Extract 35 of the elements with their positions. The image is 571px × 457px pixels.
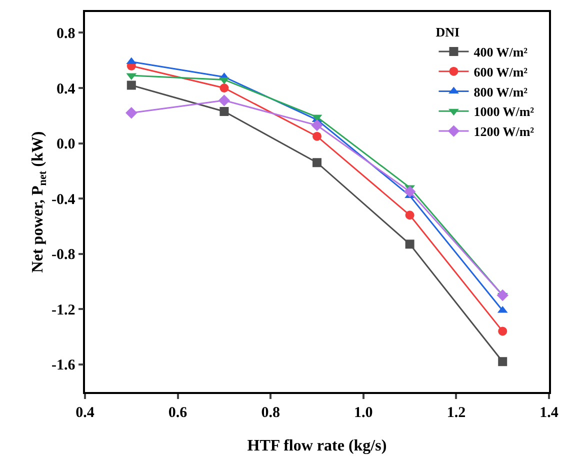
point bbox=[220, 84, 229, 92]
x-tick-label: 1.4 bbox=[540, 404, 559, 421]
x-axis-title: HTF flow rate (kg/s) bbox=[247, 438, 387, 454]
y-tick-label: -0.4 bbox=[52, 192, 76, 208]
point bbox=[126, 80, 136, 90]
point bbox=[405, 210, 414, 220]
x-tick-label: 0.6 bbox=[168, 404, 188, 421]
y-tick-label: 0.0 bbox=[56, 136, 76, 153]
point bbox=[219, 77, 230, 84]
legend-label: 400 W/m² bbox=[474, 44, 528, 60]
point bbox=[312, 158, 322, 168]
point bbox=[218, 94, 230, 106]
y-tick-label: -1.6 bbox=[52, 358, 76, 374]
point bbox=[498, 326, 508, 336]
x-tick-label: 1.0 bbox=[354, 404, 373, 421]
point bbox=[498, 357, 508, 366]
x-tick-label: 0.8 bbox=[261, 404, 280, 421]
x-tick-label: 1.2 bbox=[446, 404, 466, 421]
y-tick-label: -0.8 bbox=[52, 247, 76, 264]
legend-label: 1200 W/m² bbox=[474, 124, 534, 140]
x-tick-label: 0.4 bbox=[76, 404, 95, 421]
point bbox=[405, 240, 414, 249]
legend-title: DNI bbox=[436, 24, 460, 40]
point bbox=[404, 186, 416, 198]
y-tick-label: -1.2 bbox=[52, 302, 76, 318]
y-tick-label: 0.4 bbox=[56, 81, 76, 98]
point bbox=[220, 106, 229, 116]
point bbox=[126, 107, 138, 119]
legend-label: 1000 W/m² bbox=[474, 104, 534, 120]
legend-label: 600 W/m² bbox=[474, 64, 528, 80]
point bbox=[496, 289, 508, 302]
legend-label: 800 W/m² bbox=[474, 84, 528, 100]
y-tick-label: 0.8 bbox=[56, 26, 76, 42]
point bbox=[312, 132, 322, 141]
point bbox=[311, 119, 323, 132]
